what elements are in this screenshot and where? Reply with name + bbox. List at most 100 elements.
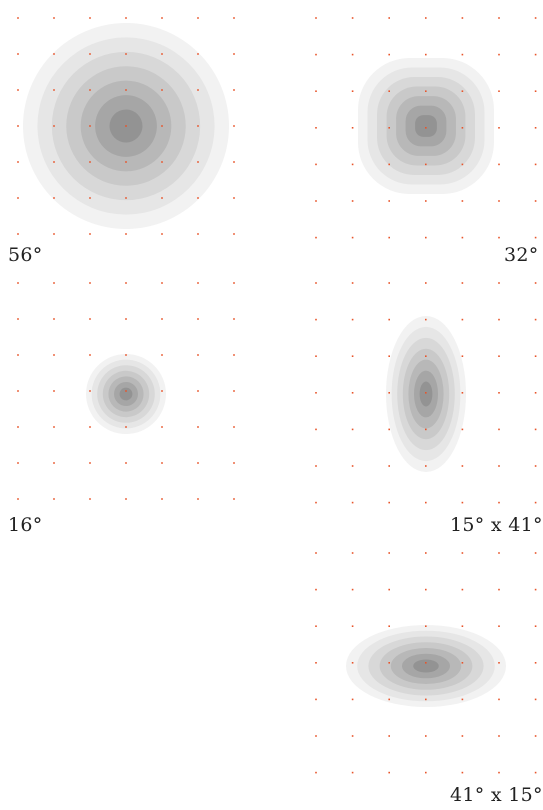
grid-dot: [351, 355, 354, 357]
grid-dot: [534, 465, 537, 467]
grid-dot: [161, 89, 163, 91]
grid-dot: [89, 161, 91, 163]
grid-dot: [161, 498, 163, 500]
grid-dot: [161, 354, 163, 356]
grid-dot: [388, 698, 390, 701]
grid-dot: [233, 233, 235, 235]
grid-dot: [89, 318, 91, 320]
grid-dot: [315, 465, 317, 467]
grid-dot: [315, 501, 317, 504]
grid-dot: [498, 501, 500, 504]
grid-dot: [388, 282, 390, 284]
grid-dot: [498, 163, 500, 166]
grid-dot: [53, 318, 55, 320]
pattern-panel-15x41: 15° x 41°: [300, 270, 543, 540]
grid-dot: [53, 125, 55, 127]
grid-dot: [161, 426, 163, 428]
grid-dot: [388, 392, 390, 394]
grid-dot: [351, 552, 354, 554]
grid-dot: [388, 771, 390, 774]
grid-dot: [197, 426, 199, 428]
grid-dot: [315, 625, 317, 627]
grid-dot: [17, 197, 19, 199]
grid-dot: [17, 318, 19, 320]
grid-dot: [53, 498, 55, 500]
grid-dot: [315, 552, 317, 554]
grid-dot: [425, 127, 427, 129]
pattern-32-svg: [315, 17, 537, 239]
grid-dot: [498, 698, 500, 701]
grid-dot: [351, 17, 354, 19]
grid-dot: [534, 200, 537, 202]
grid-dot: [315, 236, 317, 239]
pattern-panel-56: 56°: [0, 0, 250, 270]
grid-dot: [388, 552, 390, 554]
grid-dot: [17, 354, 19, 356]
grid-dot: [315, 698, 317, 701]
grid-dot: [534, 771, 537, 774]
grid-dot: [125, 17, 127, 19]
grid-dot: [425, 465, 427, 467]
grid-dot: [197, 498, 199, 500]
grid-dot: [17, 161, 19, 163]
grid-dot: [534, 698, 537, 701]
grid-dot: [425, 428, 427, 431]
grid-dot: [461, 588, 464, 591]
grid-dot: [534, 392, 537, 394]
grid-dot: [461, 501, 464, 504]
grid-dot: [197, 318, 199, 320]
pattern-15x41-svg: [315, 282, 537, 504]
grid-dot: [498, 625, 500, 627]
grid-dot: [388, 17, 390, 19]
grid-dot: [351, 428, 354, 431]
grid-dot: [461, 465, 464, 467]
grid-dot: [233, 462, 235, 464]
grid-dot: [89, 282, 91, 284]
grid-dot: [351, 771, 354, 774]
grid-dot: [197, 354, 199, 356]
grid-dot: [53, 17, 55, 19]
grid-dot: [161, 53, 163, 55]
grid-dot: [534, 127, 537, 129]
grid-dot: [351, 318, 354, 321]
grid-dot: [233, 197, 235, 199]
grid-dot: [233, 426, 235, 428]
grid-dot: [534, 552, 537, 554]
grid-dot: [315, 662, 317, 664]
grid-dot: [461, 771, 464, 774]
intensity-ring: [415, 115, 437, 137]
pattern-15x41-label: 15° x 41°: [450, 514, 543, 536]
grid-dot: [351, 163, 354, 166]
grid-dot: [89, 53, 91, 55]
grid-dot: [125, 498, 127, 500]
pattern-panel-41x15: 41° x 15°: [300, 540, 543, 810]
grid-dot: [125, 354, 127, 356]
grid-dot: [461, 428, 464, 431]
grid-dot: [351, 90, 354, 92]
grid-dot: [534, 355, 537, 357]
grid-dot: [498, 17, 500, 19]
grid-dot: [315, 127, 317, 129]
grid-dot: [498, 282, 500, 284]
pattern-56-svg: [17, 17, 235, 235]
grid-dot: [498, 90, 500, 92]
grid-dot: [388, 355, 390, 357]
grid-dot: [197, 390, 199, 392]
grid-dot: [498, 552, 500, 554]
grid-dot: [461, 17, 464, 19]
grid-dot: [534, 428, 537, 431]
grid-dot: [89, 462, 91, 464]
grid-dot: [534, 282, 537, 284]
grid-dot: [534, 53, 537, 56]
grid-dot: [461, 282, 464, 284]
grid-dot: [498, 200, 500, 202]
grid-dot: [425, 771, 427, 774]
pattern-16-label: 16°: [8, 514, 43, 536]
grid-dot: [461, 127, 464, 129]
grid-dot: [351, 588, 354, 591]
grid-dot: [498, 465, 500, 467]
grid-dot: [425, 200, 427, 202]
grid-dot: [161, 462, 163, 464]
grid-dot: [53, 197, 55, 199]
grid-dot: [388, 625, 390, 627]
